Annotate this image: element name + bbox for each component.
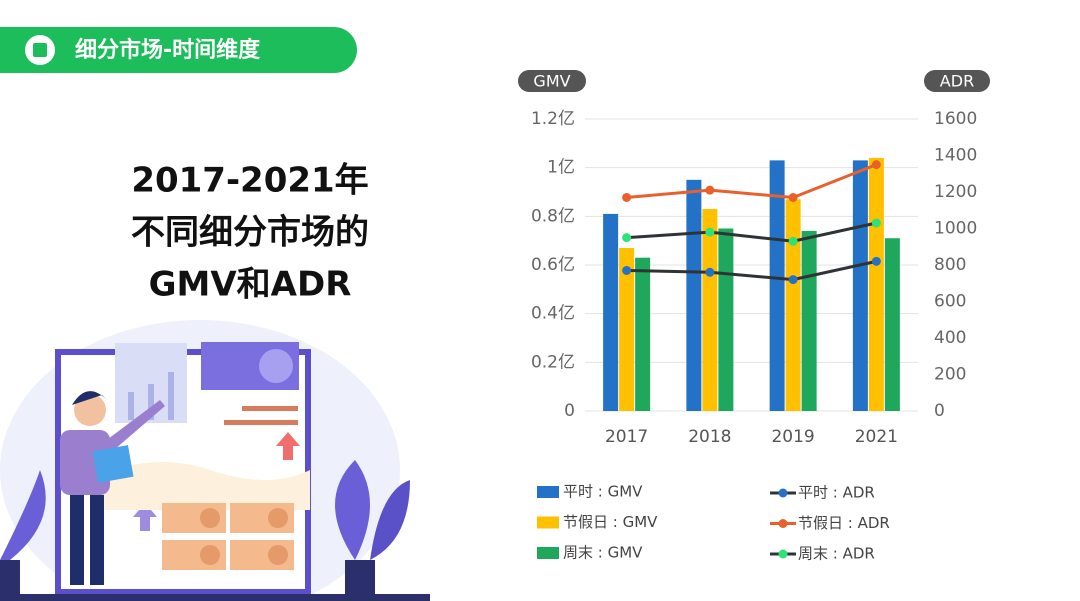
bar xyxy=(603,213,619,411)
line xyxy=(626,163,877,200)
line-marker xyxy=(622,233,632,243)
x-tick-label: 2018 xyxy=(688,427,731,447)
bar xyxy=(686,179,702,411)
y-tick-label: 0.8亿 xyxy=(531,206,575,226)
line-marker xyxy=(871,256,881,266)
y-tick-label: 0.6亿 xyxy=(531,255,575,275)
legend-swatch xyxy=(537,547,559,559)
line-marker xyxy=(705,185,715,195)
legend-label: 平时 : GMV xyxy=(563,483,643,501)
legend-swatch xyxy=(537,516,559,529)
x-tick-label: 2021 xyxy=(855,427,898,447)
bar xyxy=(884,238,900,411)
y2-tick-label: 1400 xyxy=(934,146,977,166)
y2-axis-badge xyxy=(924,70,990,92)
legend-swatch xyxy=(537,486,559,498)
y2-tick-label: 800 xyxy=(934,255,966,275)
line-marker xyxy=(622,192,632,202)
header-pill xyxy=(0,27,357,73)
illustration xyxy=(0,320,430,601)
y2-tick-label: 1200 xyxy=(934,182,977,202)
y2-tick-label: 200 xyxy=(934,365,966,385)
legend-label: 平时 : ADR xyxy=(798,484,875,502)
x-tick-label: 2017 xyxy=(605,427,648,447)
bar xyxy=(718,228,734,411)
line-marker xyxy=(788,192,798,202)
line-marker xyxy=(871,160,881,170)
legend-label: 节假日 : ADR xyxy=(798,514,890,532)
line-marker xyxy=(705,227,715,237)
y2-tick-label: 1000 xyxy=(934,219,977,239)
y-tick-label: 0.2亿 xyxy=(531,352,575,372)
slide-title-line: 不同细分市场的 xyxy=(131,213,369,253)
y2-tick-label: 0 xyxy=(934,401,945,421)
header-title: 细分市场-时间维度 xyxy=(75,37,261,63)
bar xyxy=(619,247,635,411)
x-tick-label: 2019 xyxy=(771,427,814,447)
legend-marker xyxy=(778,549,788,559)
y-tick-label: 0.4亿 xyxy=(531,304,575,324)
bar xyxy=(852,160,868,411)
y2-axis-label: ADR xyxy=(940,72,974,91)
slide-title-line: 2017-2021年 xyxy=(131,161,368,201)
y2-tick-label: 600 xyxy=(934,292,966,312)
line xyxy=(626,259,877,282)
line-marker xyxy=(871,218,881,228)
line-marker xyxy=(705,267,715,277)
y2-tick-label: 400 xyxy=(934,328,966,348)
y-tick-label: 1.2亿 xyxy=(531,109,575,129)
line-marker xyxy=(788,275,798,285)
bar xyxy=(868,157,884,411)
bar xyxy=(801,230,817,411)
y2-tick-label: 1600 xyxy=(934,109,977,129)
y-axis-badge xyxy=(518,70,586,92)
y-tick-label: 0 xyxy=(564,401,575,421)
legend-marker xyxy=(778,488,788,498)
bar xyxy=(785,199,801,411)
line-marker xyxy=(622,265,632,275)
bar xyxy=(769,160,785,411)
y-axis-label: GMV xyxy=(533,72,570,91)
legend-label: 周末 : ADR xyxy=(798,545,875,563)
y-tick-label: 1亿 xyxy=(547,158,575,178)
bar xyxy=(635,257,651,411)
line xyxy=(626,221,877,243)
bar xyxy=(702,209,718,411)
slide-title-line: GMV和ADR xyxy=(149,265,352,305)
legend-label: 节假日 : GMV xyxy=(563,513,658,531)
header-icon-glyph xyxy=(33,43,47,57)
legend-marker xyxy=(778,519,788,528)
legend-label: 周末 : GMV xyxy=(563,544,643,562)
line-marker xyxy=(788,236,798,246)
